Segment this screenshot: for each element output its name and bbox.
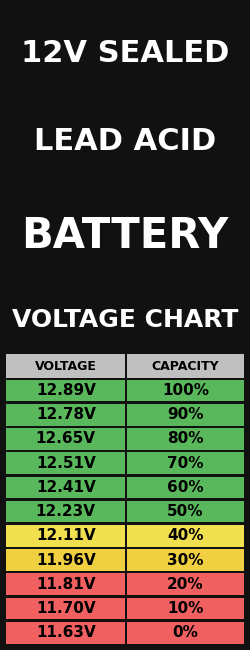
Text: LEAD ACID: LEAD ACID xyxy=(34,127,216,156)
Text: 12.41V: 12.41V xyxy=(36,480,96,495)
Text: 12.23V: 12.23V xyxy=(36,504,96,519)
Text: 10%: 10% xyxy=(167,601,204,616)
Text: 80%: 80% xyxy=(167,432,204,447)
Text: VOLTAGE: VOLTAGE xyxy=(35,360,97,373)
Text: 11.63V: 11.63V xyxy=(36,625,96,640)
Text: 12.89V: 12.89V xyxy=(36,383,96,398)
Text: 40%: 40% xyxy=(167,528,204,543)
Text: 50%: 50% xyxy=(167,504,204,519)
Text: 11.96V: 11.96V xyxy=(36,552,96,567)
Text: 20%: 20% xyxy=(167,577,204,592)
Text: CAPACITY: CAPACITY xyxy=(152,360,219,373)
Text: 90%: 90% xyxy=(167,408,204,422)
Text: 0%: 0% xyxy=(172,625,199,640)
Text: 70%: 70% xyxy=(167,456,204,471)
Text: 12V SEALED: 12V SEALED xyxy=(21,39,229,68)
Text: 12.11V: 12.11V xyxy=(36,528,96,543)
Text: 12.51V: 12.51V xyxy=(36,456,96,471)
Text: 12.65V: 12.65V xyxy=(36,432,96,447)
Text: 12.78V: 12.78V xyxy=(36,408,96,422)
Text: 11.70V: 11.70V xyxy=(36,601,96,616)
Text: BATTERY: BATTERY xyxy=(22,214,229,257)
Text: 11.81V: 11.81V xyxy=(36,577,96,592)
Text: 60%: 60% xyxy=(167,480,204,495)
Text: 100%: 100% xyxy=(162,383,209,398)
Text: 30%: 30% xyxy=(167,552,204,567)
Text: VOLTAGE CHART: VOLTAGE CHART xyxy=(12,308,238,332)
